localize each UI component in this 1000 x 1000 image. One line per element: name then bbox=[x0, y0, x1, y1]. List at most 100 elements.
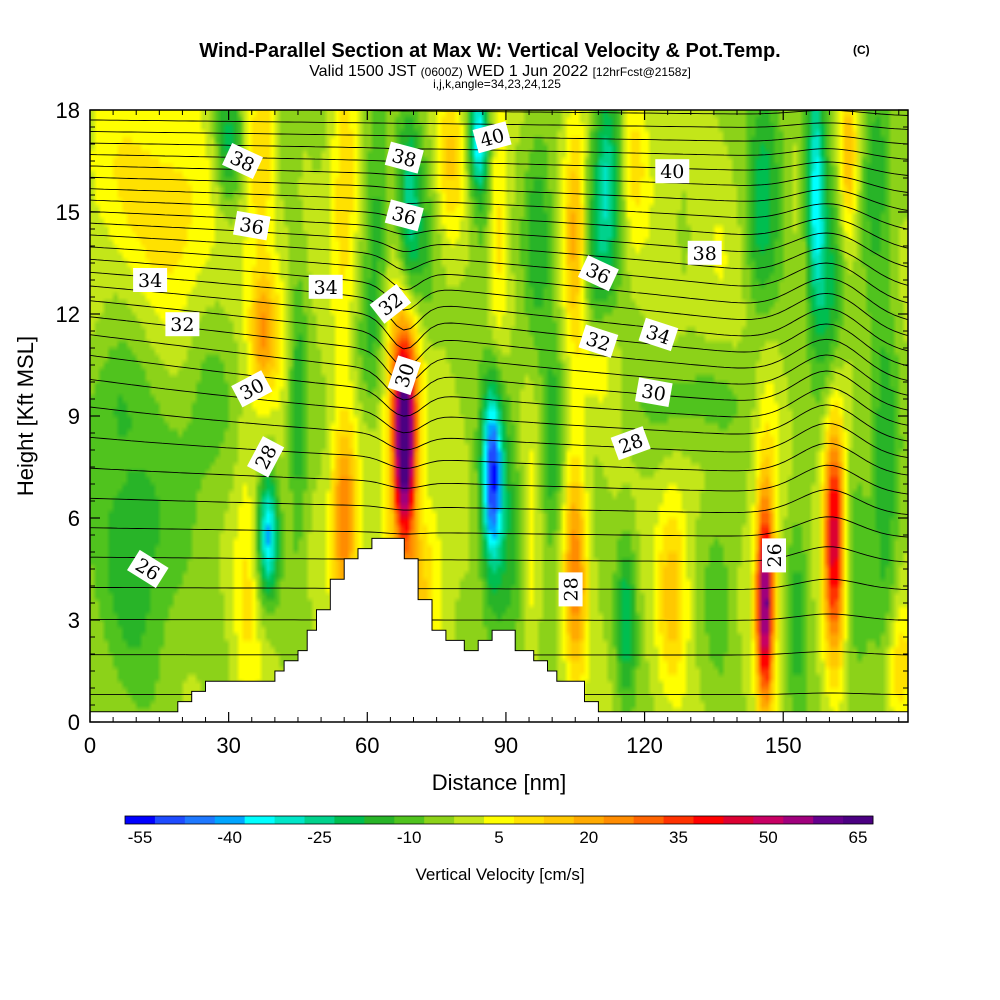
theta-contour-label: 40 bbox=[472, 121, 512, 154]
theta-contour-line bbox=[90, 222, 908, 286]
theta-contour-line bbox=[90, 165, 908, 193]
theta-contour-line bbox=[90, 119, 908, 130]
colorbar-swatch bbox=[154, 816, 186, 824]
x-tick-label: 120 bbox=[626, 733, 663, 758]
theta-contour-label-box bbox=[634, 377, 673, 407]
theta-contour-label: 32 bbox=[165, 312, 200, 337]
colorbar-tick-label: -55 bbox=[128, 828, 153, 847]
colorbar-swatch bbox=[394, 816, 425, 824]
theta-contour-line bbox=[90, 142, 908, 160]
theta-contour-label-box bbox=[369, 283, 412, 324]
subtitle-valid: Valid 1500 JST bbox=[309, 63, 417, 80]
theta-contour-line bbox=[90, 300, 908, 382]
y-tick-label: 18 bbox=[56, 98, 80, 123]
subtitle-fcst: [12hrFcst@2158z] bbox=[593, 65, 691, 79]
colorbar-swatch bbox=[573, 816, 605, 824]
theta-contour-label-text: 30 bbox=[640, 380, 668, 406]
y-tick-label: 0 bbox=[68, 710, 80, 735]
theta-contour-label-box bbox=[165, 312, 200, 337]
theta-contour-label-box bbox=[687, 240, 722, 265]
x-axis-label: Distance [nm] bbox=[432, 770, 567, 795]
theta-contour-label: 34 bbox=[308, 274, 343, 299]
x-tick-label: 90 bbox=[494, 733, 518, 758]
theta-contour-label: 38 bbox=[687, 240, 722, 265]
theta-contour-line bbox=[90, 176, 908, 211]
theta-contour-line bbox=[90, 516, 908, 538]
subtitle-date: WED 1 Jun 2022 bbox=[467, 63, 588, 80]
colorbar-frame bbox=[124, 815, 874, 825]
colorbar-swatch bbox=[633, 816, 664, 824]
y-tick-label: 9 bbox=[68, 404, 80, 429]
x-tick-label: 150 bbox=[765, 733, 802, 758]
theta-contour-label-text: 38 bbox=[693, 243, 717, 265]
theta-contour-label-box bbox=[577, 255, 619, 292]
theta-contour-label: 34 bbox=[638, 317, 679, 352]
theta-contour-label: 28 bbox=[558, 572, 583, 607]
colorbar-swatch bbox=[244, 816, 275, 824]
theta-contour-line bbox=[90, 246, 908, 321]
theta-contour-label-text: 40 bbox=[660, 161, 684, 183]
theta-contour-label-box bbox=[384, 141, 424, 174]
colorbar-swatch bbox=[454, 816, 485, 824]
colorbar-tick-label: 50 bbox=[759, 828, 778, 847]
subtitle-index: i,j,k,angle=34,23,24,125 bbox=[433, 77, 561, 91]
x-axis-ticks: 0 30 60 90 120 150 bbox=[84, 110, 900, 758]
colorbar-swatch bbox=[753, 816, 784, 824]
theta-contour-line bbox=[90, 489, 908, 516]
theta-contour-label-box bbox=[222, 142, 263, 180]
theta-contour-label: 36 bbox=[232, 210, 271, 241]
colorbar-swatch bbox=[603, 816, 635, 824]
colorbar-swatch bbox=[214, 816, 246, 824]
colorbar-swatch bbox=[364, 816, 395, 824]
theta-contour-label-box bbox=[638, 317, 679, 352]
colorbar-swatch bbox=[274, 816, 305, 824]
theta-contour-label: 40 bbox=[655, 159, 690, 184]
x-tick-label: 30 bbox=[216, 733, 240, 758]
theta-contour-line bbox=[90, 406, 908, 459]
theta-contour-label-box bbox=[133, 268, 168, 292]
colorbar-swatch bbox=[843, 816, 874, 824]
colorbar-swatch bbox=[543, 816, 575, 824]
colorbar-tick-label: -40 bbox=[217, 828, 242, 847]
colorbar-label: Vertical Velocity [cm/s] bbox=[415, 865, 584, 884]
theta-contour-label-box bbox=[610, 426, 651, 461]
theta-contour-label: 34 bbox=[133, 268, 168, 292]
y-tick-label: 3 bbox=[68, 608, 80, 633]
theta-contour-line bbox=[90, 316, 908, 396]
colorbar-swatch bbox=[125, 816, 156, 824]
theta-contour-label-box bbox=[558, 572, 583, 607]
theta-contour-line bbox=[90, 234, 908, 304]
colorbar-tick-label: -25 bbox=[307, 828, 332, 847]
colorbar-swatch bbox=[813, 816, 844, 824]
colorbar-swatch bbox=[783, 816, 814, 824]
theta-contour-label-box bbox=[232, 210, 271, 241]
theta-contour-label-box bbox=[578, 324, 619, 358]
theta-contour-label-text: 34 bbox=[314, 277, 338, 299]
terrain-profile bbox=[90, 537, 908, 722]
colorbar-swatch bbox=[693, 816, 724, 824]
theta-contour-label-text: 32 bbox=[170, 314, 194, 336]
x-tick-label: 60 bbox=[355, 733, 379, 758]
theta-contour-label-box bbox=[762, 538, 786, 573]
theta-contour-label-box bbox=[247, 436, 285, 478]
theta-contour-label-text: 36 bbox=[238, 214, 266, 240]
theta-contour-line bbox=[90, 464, 908, 495]
theta-contour-line bbox=[90, 436, 908, 476]
chart-title-mark: (C) bbox=[853, 43, 870, 57]
theta-contour-line bbox=[90, 188, 908, 230]
theta-contour-label-box bbox=[384, 199, 424, 232]
colorbar-swatch bbox=[334, 816, 365, 824]
theta-contour-label-text: 28 bbox=[561, 577, 583, 601]
colorbar-tick-label: 5 bbox=[494, 828, 503, 847]
chart-title: Wind-Parallel Section at Max W: Vertical… bbox=[199, 40, 780, 62]
y-tick-label: 15 bbox=[56, 200, 80, 225]
colorbar-tick-label: 20 bbox=[579, 828, 598, 847]
theta-contour-label: 26 bbox=[762, 538, 786, 573]
colorbar-swatch bbox=[723, 816, 754, 824]
theta-contour-label: 36 bbox=[384, 199, 424, 232]
x-tick-label: 0 bbox=[84, 733, 96, 758]
colorbar-tick-label: 65 bbox=[849, 828, 868, 847]
colorbar-ticks: -55 -40 -25 -10 5 20 35 50 65 bbox=[128, 828, 868, 847]
